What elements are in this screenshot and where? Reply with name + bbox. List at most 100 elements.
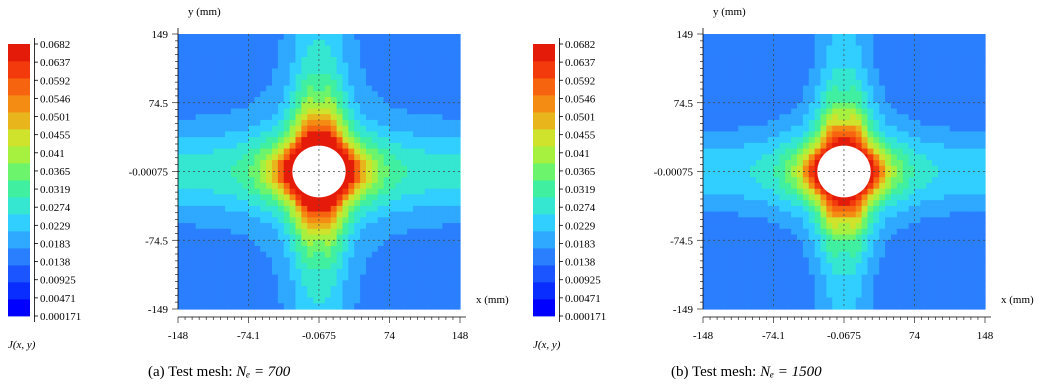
- heatmap-cell: [248, 297, 255, 304]
- heatmap-cell: [714, 268, 722, 276]
- heatmap-cell: [407, 148, 414, 155]
- heatmap-cell: [195, 91, 203, 98]
- heatmap-cell: [902, 194, 910, 201]
- heatmap-cell: [979, 211, 986, 218]
- heatmap-cell: [973, 45, 980, 52]
- heatmap-cell: [283, 165, 291, 173]
- grid-1: [703, 34, 985, 309]
- heatmap-cell: [855, 268, 863, 276]
- heatmap-cell: [178, 142, 185, 150]
- heatmap-cell: [436, 200, 443, 207]
- heatmap-cell: [961, 142, 968, 150]
- heatmap-cell: [979, 125, 986, 132]
- x-tick-label: 148: [977, 330, 994, 342]
- heatmap-cell: [201, 119, 208, 127]
- heatmap-cell: [932, 205, 939, 213]
- heatmap-cell: [360, 188, 367, 196]
- heatmap-cell: [313, 245, 320, 253]
- heatmap-cell: [891, 297, 898, 304]
- heatmap-cell: [371, 56, 379, 64]
- heatmap-cell: [920, 142, 927, 150]
- heatmap-cell: [961, 297, 968, 304]
- heatmap-cell: [430, 91, 438, 98]
- heatmap-cell: [967, 160, 974, 167]
- heatmap-cell: [389, 119, 396, 127]
- heatmap-cell: [908, 108, 916, 115]
- heatmap-cell: [418, 200, 426, 207]
- heatmap-cell: [902, 171, 910, 178]
- heatmap-cell: [283, 137, 291, 144]
- heatmap-cell: [855, 125, 863, 132]
- heatmap-cell: [908, 137, 916, 144]
- heatmap-cell: [961, 274, 968, 281]
- heatmap-cell: [755, 297, 763, 304]
- heatmap-cell: [973, 142, 980, 150]
- heatmap-cell: [230, 34, 238, 41]
- heatmap-cell: [938, 286, 945, 293]
- heatmap-cell: [808, 297, 816, 304]
- heatmap-cell: [826, 68, 833, 75]
- heatmap-cell: [413, 119, 420, 127]
- heatmap-cell: [926, 108, 933, 115]
- heatmap-cell: [755, 131, 763, 138]
- heatmap-cell: [195, 171, 203, 178]
- heatmap-cell: [955, 62, 963, 69]
- heatmap-cell: [943, 142, 951, 150]
- heatmap-cell: [366, 91, 373, 98]
- heatmap-cell: [330, 39, 338, 47]
- heatmap-cell: [324, 200, 332, 207]
- heatmap-cell: [448, 148, 455, 155]
- heatmap-cell: [407, 188, 414, 196]
- heatmap-cell: [902, 217, 910, 224]
- heatmap-cell: [401, 200, 408, 207]
- heatmap-cell: [324, 142, 332, 150]
- heatmap-cell: [785, 171, 792, 178]
- heatmap-cell: [785, 142, 792, 150]
- heatmap-cell: [336, 97, 344, 104]
- heatmap-cell: [418, 114, 426, 121]
- heatmap-cell: [225, 119, 232, 127]
- heatmap-cell: [454, 291, 461, 299]
- heatmap-cell: [826, 280, 833, 287]
- heatmap-cell: [236, 39, 244, 47]
- heatmap-cell: [424, 97, 432, 104]
- heatmap-cell: [855, 200, 863, 207]
- heatmap-cell: [442, 160, 449, 167]
- heatmap-cell: [785, 303, 792, 310]
- heatmap-cell: [336, 297, 344, 304]
- heatmap-cell: [720, 56, 728, 64]
- heatmap-cell: [377, 171, 385, 178]
- heatmap-cell: [448, 131, 455, 138]
- heatmap-cell: [773, 223, 780, 230]
- heatmap-cell: [201, 177, 208, 184]
- heatmap-cell: [418, 119, 426, 127]
- heatmap-cell: [726, 211, 733, 218]
- heatmap-cell: [354, 102, 361, 110]
- heatmap-cell: [873, 188, 880, 196]
- heatmap-cell: [849, 251, 857, 259]
- heatmap-cell: [879, 34, 886, 41]
- heatmap-cell: [820, 211, 827, 218]
- heatmap-cell: [879, 97, 886, 104]
- heatmap-cell: [178, 240, 185, 247]
- heatmap-cell: [301, 280, 308, 287]
- heatmap-cell: [849, 34, 857, 41]
- heatmap-cell: [973, 223, 980, 230]
- heatmap-cell: [178, 188, 185, 196]
- heatmap-cell: [896, 85, 904, 92]
- heatmap-cell: [920, 286, 927, 293]
- heatmap-cell: [979, 62, 986, 69]
- heatmap-cell: [260, 148, 267, 155]
- heatmap-cell: [914, 68, 921, 75]
- heatmap-cell: [820, 68, 827, 75]
- heatmap-cell: [430, 188, 438, 196]
- heatmap-cell: [395, 211, 402, 218]
- heatmap-cell: [366, 234, 373, 241]
- heatmap-cell: [377, 274, 385, 281]
- heatmap-cell: [849, 228, 857, 236]
- heatmap-cell: [272, 137, 279, 144]
- heatmap-cell: [242, 39, 250, 47]
- heatmap-cell: [891, 240, 898, 247]
- heatmap-cell: [307, 62, 314, 69]
- heatmap-cell: [360, 85, 367, 92]
